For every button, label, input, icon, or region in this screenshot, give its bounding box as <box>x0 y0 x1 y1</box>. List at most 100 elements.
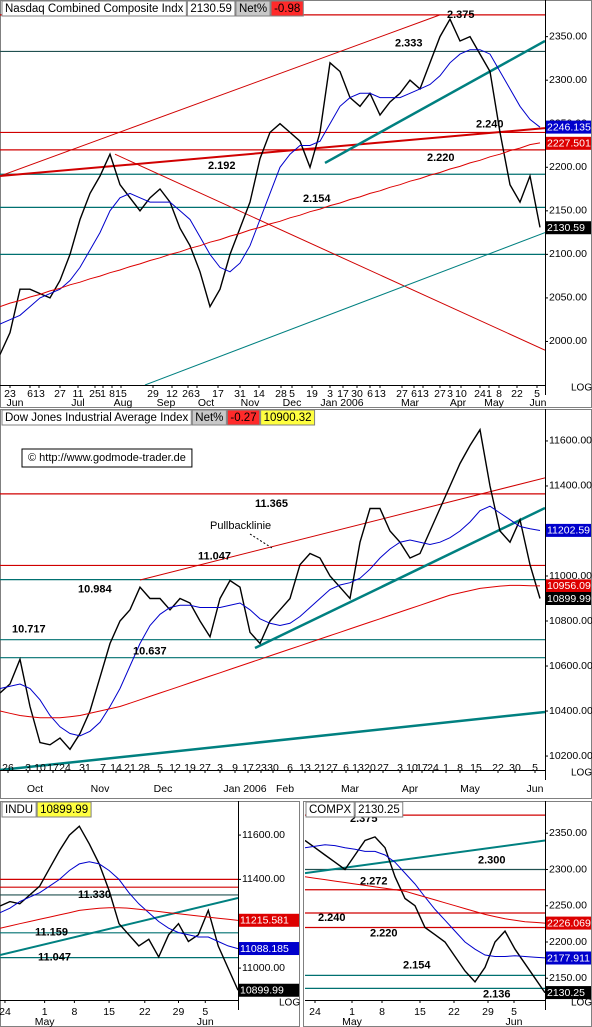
price-tag-label: 2227.501 <box>547 138 591 150</box>
level-label: 2.220 <box>427 152 455 164</box>
header-box <box>305 801 355 818</box>
x-tick-label: 27 <box>326 762 338 774</box>
x-tick-label: 21 <box>124 762 136 774</box>
header-box <box>186 0 236 17</box>
level-label: 2.154 <box>403 959 431 971</box>
month-label: Feb <box>276 783 294 795</box>
x-tick-label: 14 <box>253 388 265 400</box>
header-text: INDU <box>5 804 33 816</box>
level-label: 11.159 <box>35 927 68 939</box>
y-tick-label: 11000.00 <box>242 962 285 974</box>
price-tag <box>546 592 591 606</box>
month-label: Dec <box>154 783 173 795</box>
price-line <box>0 825 238 991</box>
x-tick-label: 21 <box>314 762 326 774</box>
x-tick-label: 6 <box>411 388 417 400</box>
price-tag <box>239 942 299 956</box>
x-tick-label: 15 <box>414 1006 426 1018</box>
header-box <box>1 0 187 17</box>
y-tick-label: 2100.00 <box>549 248 587 260</box>
month-label: Jun <box>197 1016 214 1027</box>
level-label: 11.330 <box>78 889 111 901</box>
y-tick-label: 2300.00 <box>549 863 587 875</box>
x-tick-label: 1 <box>443 762 449 774</box>
price-tag-label: 11215.581 <box>240 915 289 927</box>
month-label: Oct <box>198 397 214 409</box>
month-label: May <box>35 1016 56 1027</box>
x-tick-label: 1 <box>349 1006 355 1018</box>
x-tick-label: 28 <box>138 762 150 774</box>
x-tick-label: 3 <box>217 762 223 774</box>
trendline <box>0 127 545 177</box>
moving-average <box>0 861 238 950</box>
x-tick-label: 17 <box>242 762 254 774</box>
y-tick-label: 2350.00 <box>549 30 587 42</box>
x-tick-label: 12 <box>166 388 178 400</box>
level-label: 10.717 <box>12 624 46 636</box>
month-label: Jun <box>527 783 544 795</box>
month-label: Jun <box>530 397 547 409</box>
x-tick-label: 24 <box>0 1006 11 1018</box>
price-tag <box>546 136 591 150</box>
x-tick-label: 24 <box>59 762 71 774</box>
moving-average <box>0 584 541 719</box>
plot-area <box>0 427 545 770</box>
level-label: 2.220 <box>370 927 398 939</box>
annotation-arrow <box>249 533 273 549</box>
level-label: 2.272 <box>360 876 388 888</box>
price-tag-label: 10899.99 <box>240 985 284 997</box>
y-tick-label: 11000.00 <box>549 570 592 582</box>
header-text: COMPX <box>309 804 352 816</box>
x-tick-label: 13 <box>33 388 45 400</box>
y-tick-label: 2350.00 <box>549 827 587 839</box>
chart-panel: 2350.00 2300.00 2250.00 2200.00 2150.00 24 1 8 1… <box>303 801 592 1027</box>
x-tick-label: 27 <box>54 388 66 400</box>
x-tick-label: 31 <box>79 762 91 774</box>
month-label: Jul <box>71 397 84 409</box>
trendline <box>305 839 545 875</box>
x-tick-label: 15 <box>103 1006 115 1018</box>
moving-average <box>305 876 545 924</box>
header-box <box>354 801 404 818</box>
header-box <box>1 801 37 818</box>
x-tick-label: 3 <box>397 762 403 774</box>
x-tick-label: 5 <box>534 388 540 400</box>
month-label: Apr <box>402 783 419 795</box>
y-tick-label: 11400.00 <box>549 480 592 492</box>
x-tick-label: 22 <box>511 388 523 400</box>
header-text: 10899.99 <box>40 804 88 816</box>
price-tag <box>546 916 591 930</box>
x-tick-label: 5 <box>202 1006 208 1018</box>
price-tag <box>239 983 299 997</box>
month-label: Jun <box>506 1016 523 1027</box>
header-box <box>191 409 227 426</box>
header-box <box>270 0 304 17</box>
price-tag-label: 11202.59 <box>547 525 590 537</box>
level-label: 11.365 <box>255 498 288 510</box>
x-tick-label: 5 <box>289 388 295 400</box>
plot-area <box>305 814 545 994</box>
month-label: Dec <box>283 397 302 409</box>
y-tick-label: 11400.00 <box>242 873 285 885</box>
x-tick-label: 8 <box>71 1006 77 1018</box>
price-tag <box>546 986 591 1000</box>
y-tick-label: 2250.00 <box>549 900 587 912</box>
x-tick-label: 8 <box>379 1006 385 1018</box>
header-text: -0.98 <box>274 3 300 15</box>
level-label: 2.240 <box>476 118 504 130</box>
month-label: Jan 2006 <box>223 783 266 795</box>
x-tick-label: 13 <box>417 388 429 400</box>
x-tick-label: 23 <box>4 388 16 400</box>
scale-label: LOG <box>571 998 592 1009</box>
month-label: Aug <box>114 397 133 409</box>
x-tick-label: 17 <box>416 762 428 774</box>
x-tick-label: 22 <box>492 762 504 774</box>
level-label: 10.984 <box>78 584 113 596</box>
price-tag <box>546 951 591 965</box>
price-tag-label: 2246.135 <box>547 121 591 133</box>
x-tick-label: 11 <box>73 388 84 400</box>
x-tick-label: 8 <box>496 388 502 400</box>
x-tick-label: 29 <box>173 1006 185 1018</box>
header-text: Dow Jones Industrial Average Index <box>5 412 189 424</box>
